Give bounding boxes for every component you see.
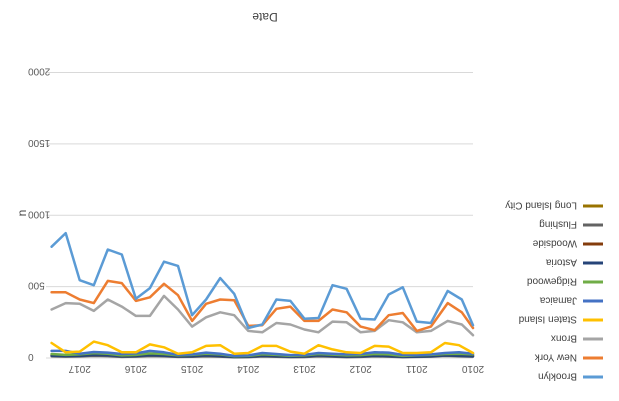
legend-label: Woodside (532, 238, 577, 249)
legend-label: Flushing (539, 219, 577, 230)
legend-label: Ridgewood (527, 276, 577, 287)
legend-label: Jamaica (539, 295, 577, 306)
legend-label: Staten Island (519, 314, 577, 325)
x-axis-tick-labels: 2010 2011 2012 2013 2014 2015 2016 2017 (68, 363, 484, 374)
x-tick-label: 2015 (181, 363, 204, 374)
series-lines (50, 231, 475, 359)
legend-label: Astoria (545, 257, 577, 268)
legend-entry: New York (534, 352, 603, 363)
chart-title: Date (252, 10, 278, 24)
legend-entry: Bronx (551, 333, 603, 344)
series-line-brooklyn (50, 231, 475, 330)
legend-entry: Brooklyn (538, 371, 603, 382)
legend-label: Bronx (551, 333, 577, 344)
legend-entry: Flushing (539, 219, 603, 230)
legend: Brooklyn New York Bronx Staten Island Jamaic… (505, 200, 603, 382)
x-tick-label: 2014 (237, 363, 260, 374)
legend-entry: Ridgewood (527, 276, 603, 287)
x-tick-label: 2016 (124, 363, 147, 374)
legend-entry: Staten Island (519, 314, 603, 325)
x-tick-label: 2010 (461, 363, 484, 374)
legend-label: New York (534, 352, 577, 363)
legend-entry: Astoria (545, 257, 603, 268)
y-tick-label: 1500 (28, 137, 51, 148)
gridlines (46, 72, 473, 359)
y-tick-label: 1000 (28, 208, 51, 219)
x-tick-label: 2013 (293, 363, 316, 374)
legend-label: Brooklyn (538, 371, 577, 382)
legend-label: Long Island City (505, 200, 577, 211)
y-tick-label: 2000 (28, 66, 51, 77)
series-line-bronx (50, 294, 475, 337)
legend-entry: Woodside (532, 238, 603, 249)
x-tick-label: 2011 (406, 363, 428, 374)
y-axis-label: n (15, 210, 29, 217)
y-tick-label: 500 (28, 280, 45, 291)
y-axis-tick-labels: 0 500 1000 1500 2000 (28, 66, 51, 362)
x-tick-label: 2012 (349, 363, 372, 374)
legend-entry: Long Island City (505, 200, 603, 211)
series-line-jamaica (50, 349, 475, 358)
x-tick-label: 2017 (68, 363, 91, 374)
y-tick-label: 0 (28, 351, 34, 362)
series-line-staten-island (50, 340, 475, 355)
legend-entry: Jamaica (539, 295, 603, 306)
